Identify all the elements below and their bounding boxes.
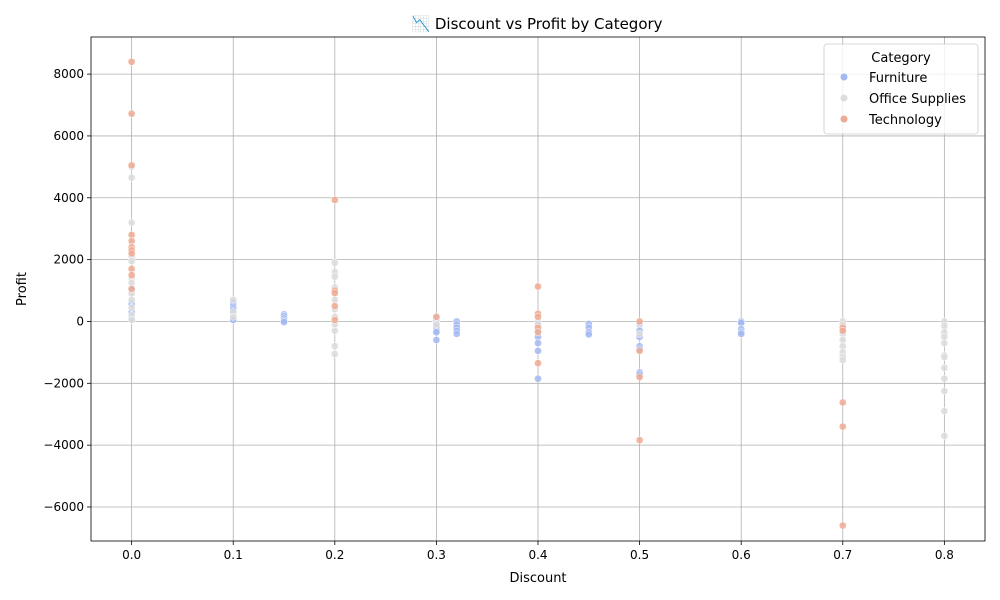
y-tick-label: −2000 [43,376,84,390]
legend-label-furniture: Furniture [869,71,927,86]
data-point-furniture [452,329,461,338]
y-tick-label: 0 [76,314,84,328]
data-point-technology [534,312,542,321]
data-point-technology [330,289,339,297]
data-point-furniture [534,346,542,355]
data-point-technology [534,328,542,337]
y-tick-label: −4000 [43,438,84,452]
data-point-technology [635,317,644,326]
data-point-technology [127,109,136,118]
data-point-office-supplies [229,295,238,304]
data-point-office-supplies [940,339,949,347]
data-point-office-supplies [330,326,339,335]
data-point-furniture [432,328,441,337]
data-point-office-supplies [940,387,949,395]
data-point-technology [127,271,136,279]
x-tick-label: 0.5 [630,548,649,562]
y-tick-label: 8000 [53,67,84,81]
x-tick-label: 0.4 [528,548,547,562]
data-point-office-supplies [940,432,949,440]
data-point-technology [432,312,441,321]
data-point-technology [127,285,136,293]
data-point-office-supplies [838,356,847,364]
data-point-technology [534,359,542,368]
data-point-office-supplies [127,257,136,266]
y-tick-label: 4000 [53,191,84,205]
y-tick-label: −6000 [43,500,84,514]
data-point-office-supplies [635,329,644,338]
legend-box [823,43,979,135]
data-point-technology [330,196,339,204]
data-point-office-supplies [432,320,441,329]
x-tick-label: 0.6 [732,548,751,562]
data-point-technology [635,436,644,445]
legend-title: Category [871,51,931,66]
data-point-technology [838,422,847,431]
data-point-furniture [280,318,288,326]
x-axis-ticks: 0.0 0.1 0.2 0.3 0.4 0.5 0.6 0.7 0.8 [122,541,954,562]
data-point-technology [635,346,644,355]
y-tick-label: 6000 [53,129,84,143]
data-point-technology [838,521,847,530]
legend-marker-furniture [840,73,848,81]
data-point-technology [838,398,847,407]
data-point-office-supplies [127,295,136,304]
data-point-technology [127,249,136,258]
x-tick-label: 0.1 [224,548,243,562]
data-point-furniture [534,339,542,347]
y-tick-label: 2000 [53,253,84,267]
data-point-furniture [584,330,593,339]
data-point-office-supplies [127,303,136,312]
data-point-office-supplies [940,407,949,415]
data-point-office-supplies [330,272,339,281]
data-point-technology [127,57,136,66]
legend: Category Furniture Office Supplies Techn… [823,43,979,135]
data-point-furniture [432,336,441,344]
data-point-office-supplies [330,342,339,351]
data-point-technology [127,161,136,170]
x-tick-label: 0.7 [833,548,852,562]
legend-label-office-supplies: Office Supplies [869,92,966,107]
data-point-office-supplies [127,316,136,324]
data-point-office-supplies [940,353,949,361]
y-axis-label: Profit [15,272,30,306]
x-axis-label: Discount [509,571,566,586]
data-point-technology [330,316,339,324]
x-tick-label: 0.2 [325,548,344,562]
data-point-office-supplies [127,173,136,182]
legend-label-technology: Technology [868,113,942,128]
data-point-office-supplies [330,350,339,358]
x-tick-label: 0.0 [122,548,141,562]
legend-marker-technology [840,115,848,123]
data-point-office-supplies [127,218,136,227]
data-point-office-supplies [940,363,949,372]
data-point-furniture [737,329,746,338]
data-point-office-supplies [229,312,238,321]
data-point-technology [330,302,339,310]
y-axis-ticks: −6000 −4000 −2000 0 2000 4000 6000 8000 [43,67,91,514]
data-point-technology [838,326,847,335]
x-tick-label: 0.3 [427,548,446,562]
data-point-office-supplies [940,374,949,383]
data-point-technology [635,373,644,381]
legend-marker-office-supplies [840,94,848,102]
chart-title: 📉 Discount vs Profit by Category [411,15,662,33]
data-points [127,57,949,530]
data-point-office-supplies [330,258,339,267]
data-point-technology [534,282,542,291]
data-point-furniture [534,374,542,383]
x-tick-label: 0.8 [935,548,954,562]
